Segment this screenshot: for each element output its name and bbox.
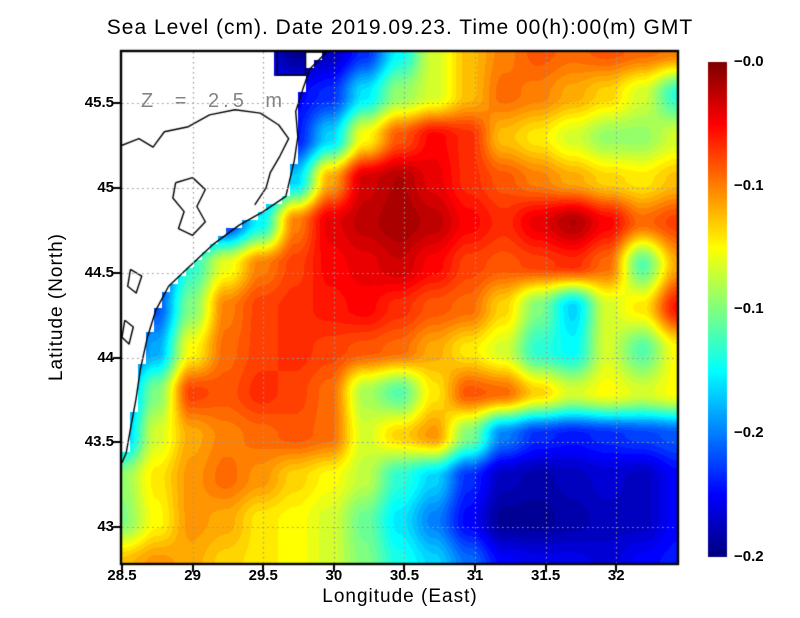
x-tick-label: 30 bbox=[325, 567, 343, 584]
x-tick-label: 31 bbox=[466, 567, 484, 584]
y-tick-label: 44 bbox=[97, 348, 114, 366]
colorbar-label: −0.1 bbox=[734, 300, 764, 317]
x-axis-title: Longitude (East) bbox=[322, 586, 478, 607]
y-tick-label: 43 bbox=[97, 518, 114, 536]
colorbar-label: −0.2 bbox=[734, 548, 764, 565]
x-tick-label: 28.5 bbox=[107, 567, 137, 584]
x-tick-label: 30.5 bbox=[389, 567, 420, 584]
x-tick-label: 31.5 bbox=[531, 567, 561, 584]
y-tick-label: 45.5 bbox=[84, 93, 114, 111]
chart-title: Sea Level (cm). Date 2019.09.23. Time 00… bbox=[106, 16, 694, 39]
y-tick-label: 43.5 bbox=[84, 433, 114, 451]
x-tick-label: 29.5 bbox=[248, 567, 278, 584]
x-tick-label: 32 bbox=[607, 567, 625, 584]
depth-annotation: Z = 2.5 m bbox=[141, 90, 287, 112]
y-tick-label: 45 bbox=[97, 178, 114, 196]
colorbar-label: −0.1 bbox=[734, 177, 764, 194]
colorbar-label: −0.0 bbox=[734, 53, 764, 70]
y-tick-label: 44.5 bbox=[84, 263, 114, 281]
x-tick-label: 29 bbox=[184, 567, 201, 584]
colorbar-label: −0.2 bbox=[734, 424, 764, 441]
